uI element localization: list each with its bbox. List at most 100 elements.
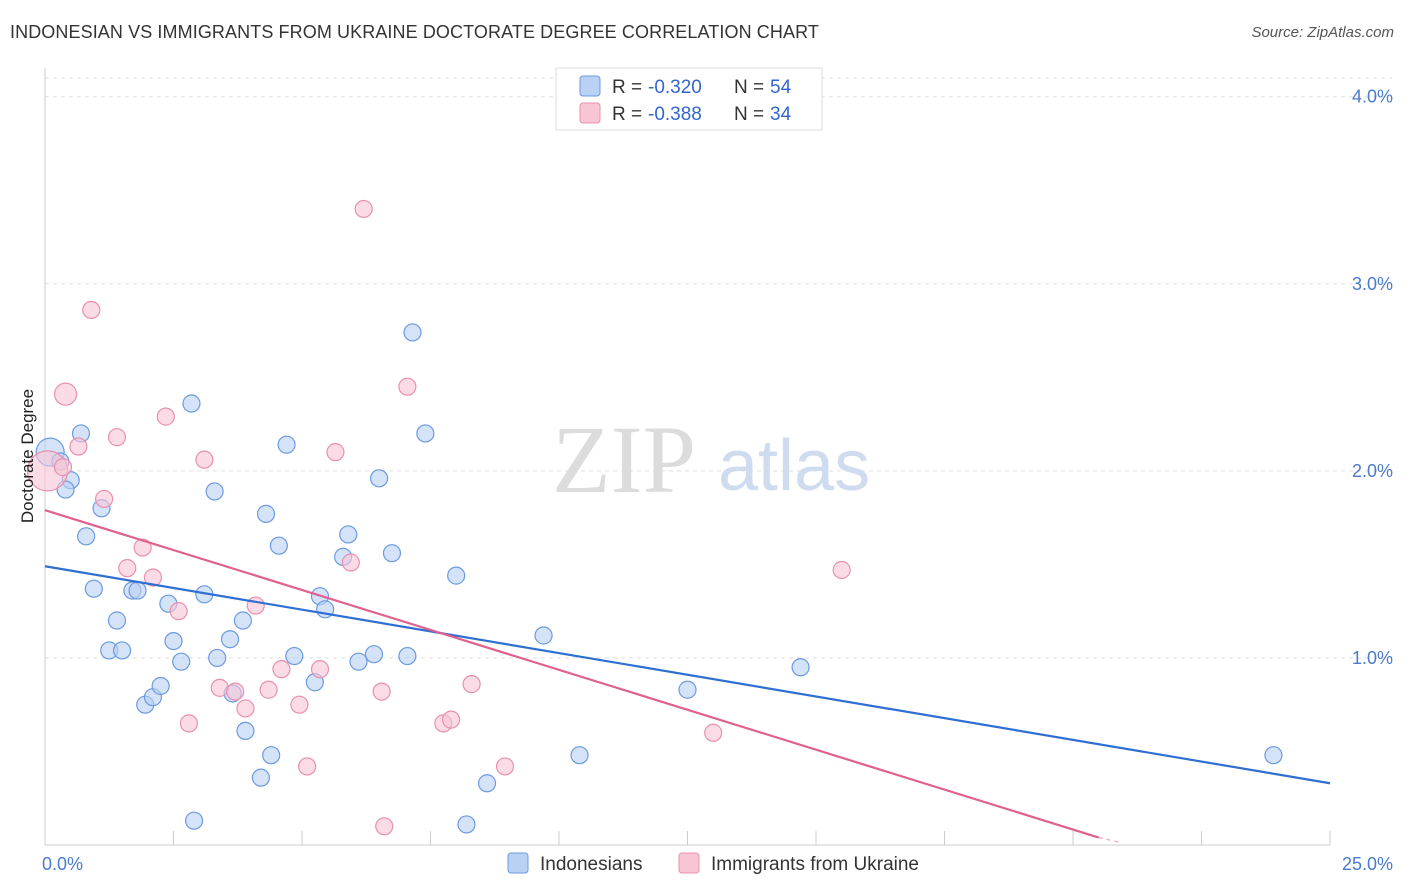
ukraine-point	[236, 699, 255, 718]
indonesians-point	[277, 435, 296, 454]
indonesians-point	[534, 626, 553, 645]
indonesians-point	[398, 646, 417, 666]
indonesians-point	[285, 646, 304, 666]
indonesians-point	[236, 721, 255, 740]
legend-n-value-2: 34	[770, 104, 792, 125]
ukraine-point	[832, 560, 851, 580]
chart-title: INDONESIAN VS IMMIGRANTS FROM UKRAINE DO…	[10, 22, 819, 42]
indonesians-point	[570, 746, 589, 765]
bottom-legend-indonesians: Indonesians	[540, 854, 642, 875]
ukraine-point	[290, 695, 309, 714]
indonesians-point	[233, 611, 252, 630]
indonesians-point	[364, 645, 384, 664]
indonesians-point	[220, 630, 240, 649]
ukraine-trend-extension	[1098, 836, 1121, 844]
indonesians-point	[77, 527, 96, 546]
ukraine-point	[169, 602, 188, 621]
ukraine-point	[143, 568, 163, 587]
y-tick-label: 2.0%	[1352, 461, 1393, 481]
indonesians-point	[447, 566, 466, 585]
ukraine-point	[179, 714, 199, 733]
ukraine-point	[118, 559, 137, 578]
legend-r-value-2: -0.388	[648, 104, 702, 125]
indonesians-point	[457, 815, 476, 834]
legend-swatch-pink	[579, 102, 601, 124]
indonesians-point	[128, 581, 147, 600]
ukraine-point	[133, 538, 152, 557]
indonesians-point	[339, 525, 358, 544]
axes: 1.0% 2.0% 3.0% 4.0% 0.0% 25.0%	[42, 68, 1393, 874]
ukraine-point	[95, 489, 114, 509]
ukraine-point	[246, 596, 265, 615]
ukraine-point	[495, 757, 515, 776]
indonesians-point	[403, 323, 422, 342]
indonesians-point	[205, 482, 224, 501]
indonesians-point	[251, 768, 270, 787]
indonesians-point	[164, 631, 183, 651]
y-axis-label: Doctorate Degree	[18, 389, 37, 523]
bottom-legend-ukraine: Immigrants from Ukraine	[711, 854, 919, 875]
indonesians-point	[416, 424, 435, 443]
indonesians-point	[349, 652, 368, 671]
grid-lines	[45, 77, 1392, 659]
ukraine-points	[26, 199, 851, 836]
legend-n-label-2: N =	[734, 104, 764, 125]
ukraine-point	[53, 382, 78, 406]
ukraine-trend-line	[44, 509, 1100, 839]
x-tick-label: 0.0%	[42, 854, 83, 874]
y-tick-label: 4.0%	[1352, 87, 1393, 107]
ukraine-point	[462, 675, 481, 694]
ukraine-point	[259, 680, 278, 699]
legend-r-label-2: R =	[612, 104, 642, 125]
indonesians-point	[182, 394, 201, 413]
indonesians-point	[382, 544, 402, 563]
y-tick-label: 3.0%	[1352, 274, 1393, 294]
x-tick-label: 25.0%	[1342, 854, 1393, 874]
indonesians-point	[256, 504, 276, 523]
ukraine-point	[195, 450, 214, 469]
ukraine-point	[69, 437, 88, 456]
ukraine-point	[704, 723, 723, 742]
indonesians-point	[208, 648, 227, 668]
watermark-atlas: atlas	[718, 426, 870, 506]
ukraine-point	[341, 553, 360, 572]
indonesians-point	[262, 746, 281, 765]
legend-n-value-1: 54	[770, 77, 792, 98]
bottom-legend-swatch-ukraine	[678, 852, 700, 874]
indonesians-point	[477, 774, 497, 793]
indonesians-point	[112, 641, 132, 660]
bottom-legend-swatch-indonesians	[507, 852, 529, 874]
indonesians-points	[35, 323, 1283, 834]
indonesians-point	[84, 579, 103, 598]
series-legend: Indonesians Immigrants from Ukraine	[507, 852, 919, 875]
ukraine-point	[107, 428, 127, 447]
indonesians-point	[791, 658, 810, 677]
indonesians-point	[172, 652, 191, 671]
ukraine-point	[210, 678, 229, 697]
ukraine-point	[156, 407, 175, 426]
trend-lines	[44, 509, 1331, 844]
ukraine-point	[82, 300, 101, 320]
indonesians-point	[269, 536, 288, 555]
watermark: ZIP atlas	[552, 406, 870, 513]
indonesians-point	[370, 469, 389, 488]
ukraine-point	[375, 817, 394, 836]
indonesians-point	[107, 611, 127, 630]
ukraine-point	[326, 443, 345, 462]
watermark-zip: ZIP	[552, 406, 696, 513]
indonesians-point	[184, 811, 204, 830]
ukraine-point	[298, 757, 317, 776]
indonesians-point	[151, 676, 170, 696]
legend-r-value-1: -0.320	[648, 77, 702, 98]
source-label: Source: ZipAtlas.com	[1251, 24, 1394, 41]
legend-swatch-blue	[579, 75, 601, 97]
indonesians-point	[678, 680, 697, 699]
ukraine-point	[310, 660, 330, 679]
ukraine-point	[372, 682, 391, 701]
ukraine-point	[272, 660, 291, 679]
ukraine-point	[226, 682, 245, 701]
ukraine-point	[441, 710, 461, 729]
y-tick-label: 1.0%	[1352, 648, 1393, 668]
indonesians-point	[1264, 746, 1283, 765]
